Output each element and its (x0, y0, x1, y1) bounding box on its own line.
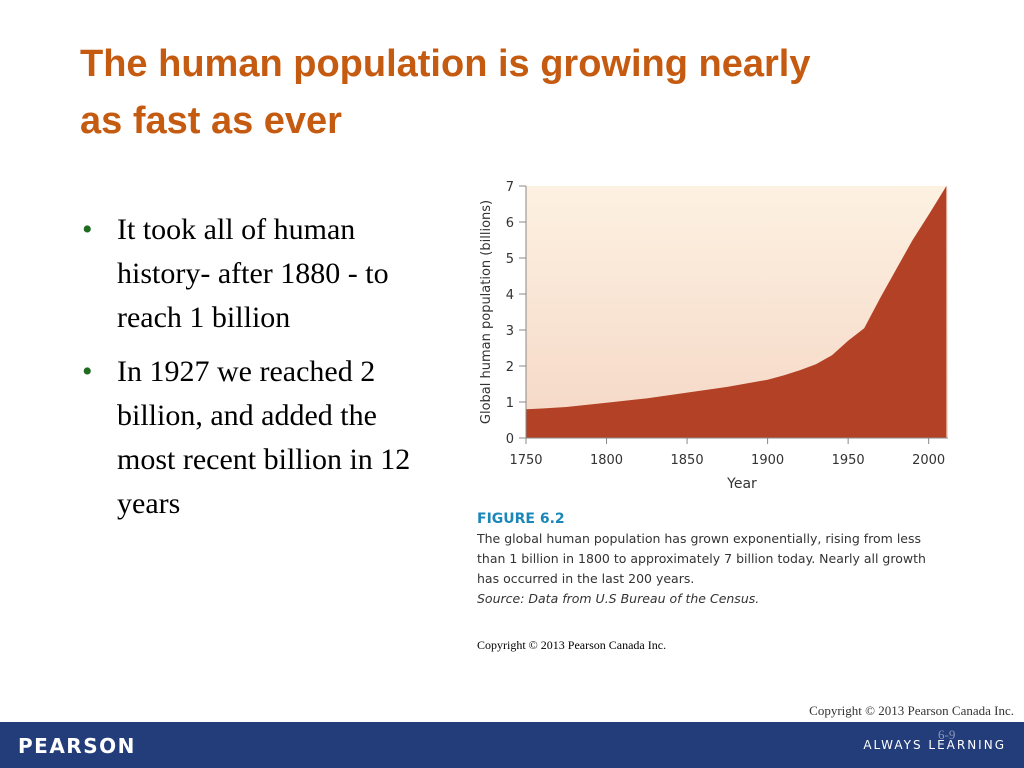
y-tick-label: 3 (506, 324, 514, 339)
x-axis-label: Year (726, 476, 757, 492)
page-number: 6-9 (938, 727, 956, 742)
y-tick-label: 7 (506, 180, 514, 195)
y-tick-label: 4 (506, 288, 514, 303)
y-tick-label: 2 (506, 360, 514, 375)
population-chart: 0 1 2 3 4 5 6 7 1750 1800 1850 1900 1950 2000 Year G… (479, 180, 948, 492)
population-area (526, 186, 947, 438)
bullet-item: • In 1927 we reached 2 billion, and adde… (82, 350, 427, 526)
x-tick-label: 1850 (671, 453, 704, 468)
y-tick-label: 5 (506, 252, 514, 267)
figure-caption: The global human population has grown ex… (477, 531, 926, 586)
x-tick-label: 2000 (912, 453, 945, 468)
y-tick-label: 0 (506, 432, 514, 447)
figure-label: FIGURE 6.2 (477, 511, 565, 527)
bullet-text: In 1927 we reached 2 billion, and added … (117, 355, 411, 520)
figure-caption-block: FIGURE 6.2 The global human population h… (477, 509, 947, 609)
figure-source: Source: Data from U.S Bureau of the Cens… (477, 591, 760, 606)
tagline: ALWAYS LEARNING (863, 738, 1006, 752)
y-tick-label: 1 (506, 396, 514, 411)
bullet-dot-icon: • (82, 213, 93, 246)
x-tick-label: 1800 (590, 453, 623, 468)
figure-copyright: Copyright © 2013 Pearson Canada Inc. (477, 638, 667, 652)
x-tick-label: 1950 (832, 453, 865, 468)
x-tick-label: 1750 (509, 453, 542, 468)
pearson-logo: PEARSON (18, 734, 136, 758)
y-tick-label: 6 (506, 216, 514, 231)
bullet-dot-icon: • (82, 355, 93, 388)
bullet-item: • It took all of human history- after 18… (82, 208, 427, 340)
y-axis-label: Global human population (billions) (479, 200, 494, 424)
bullet-list: • It took all of human history- after 18… (82, 208, 427, 536)
slide-title: The human population is growing nearly a… (80, 43, 811, 142)
x-tick-label: 1900 (751, 453, 784, 468)
slide-copyright: Copyright © 2013 Pearson Canada Inc. (809, 703, 1014, 718)
footer-bar: PEARSON 6-9 ALWAYS LEARNING (0, 722, 1024, 768)
bullet-text: It took all of human history- after 1880… (117, 213, 389, 334)
